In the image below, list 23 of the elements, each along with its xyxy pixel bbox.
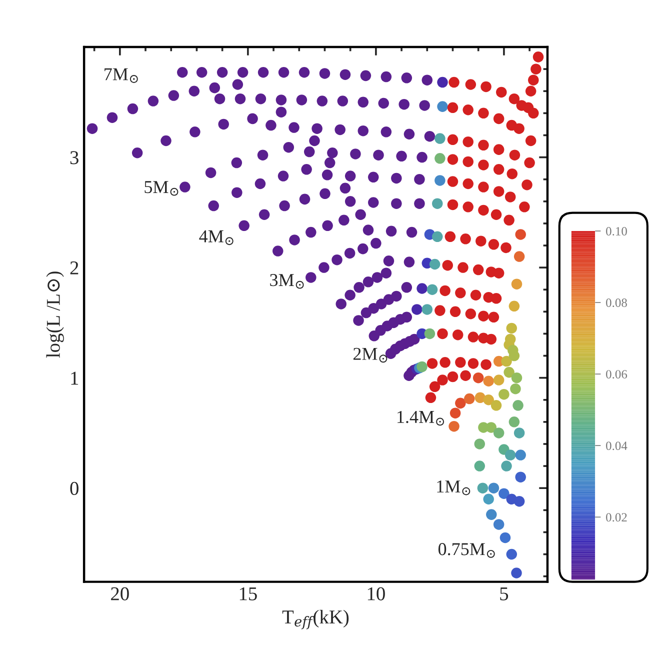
- x-tick-label: 15: [240, 587, 257, 600]
- annotation: 1.4M$_{⊙}$: [398, 410, 444, 426]
- color-bar-label: 0.10: [606, 227, 627, 236]
- x-tick-label: 10: [368, 587, 385, 600]
- y-tick-label: 2: [70, 261, 78, 274]
- annotation: 1M$_{⊙}$: [437, 480, 470, 496]
- y-tick-label: 1: [71, 372, 78, 385]
- x-tick-label: 20: [111, 587, 129, 600]
- annotation: 5M$_{⊙}$: [144, 181, 178, 196]
- x-axis-title: T$_{eff}$(kK): [282, 610, 349, 630]
- y-tick-label: 3: [70, 151, 78, 164]
- x-tick-label: 5: [500, 587, 508, 600]
- color-bar-label: 0.08: [606, 298, 627, 308]
- y-axis-title: log(L /L⊙): [46, 272, 64, 358]
- annotation: 4M$_{⊙}$: [199, 230, 234, 246]
- annotation: 7M$_{⊙}$: [104, 68, 138, 83]
- y-tick-label: 0: [70, 482, 78, 496]
- color-bar-label: 0.04: [606, 442, 628, 450]
- color-bar-label: 0.06: [606, 370, 628, 379]
- annotation: 0.75M$_{⊙}$: [438, 543, 495, 558]
- color-bar-label: 0.02: [606, 513, 627, 522]
- annotation: 3M$_{⊙}$: [270, 274, 304, 289]
- annotation: 2M$_{⊙}$: [353, 348, 388, 363]
